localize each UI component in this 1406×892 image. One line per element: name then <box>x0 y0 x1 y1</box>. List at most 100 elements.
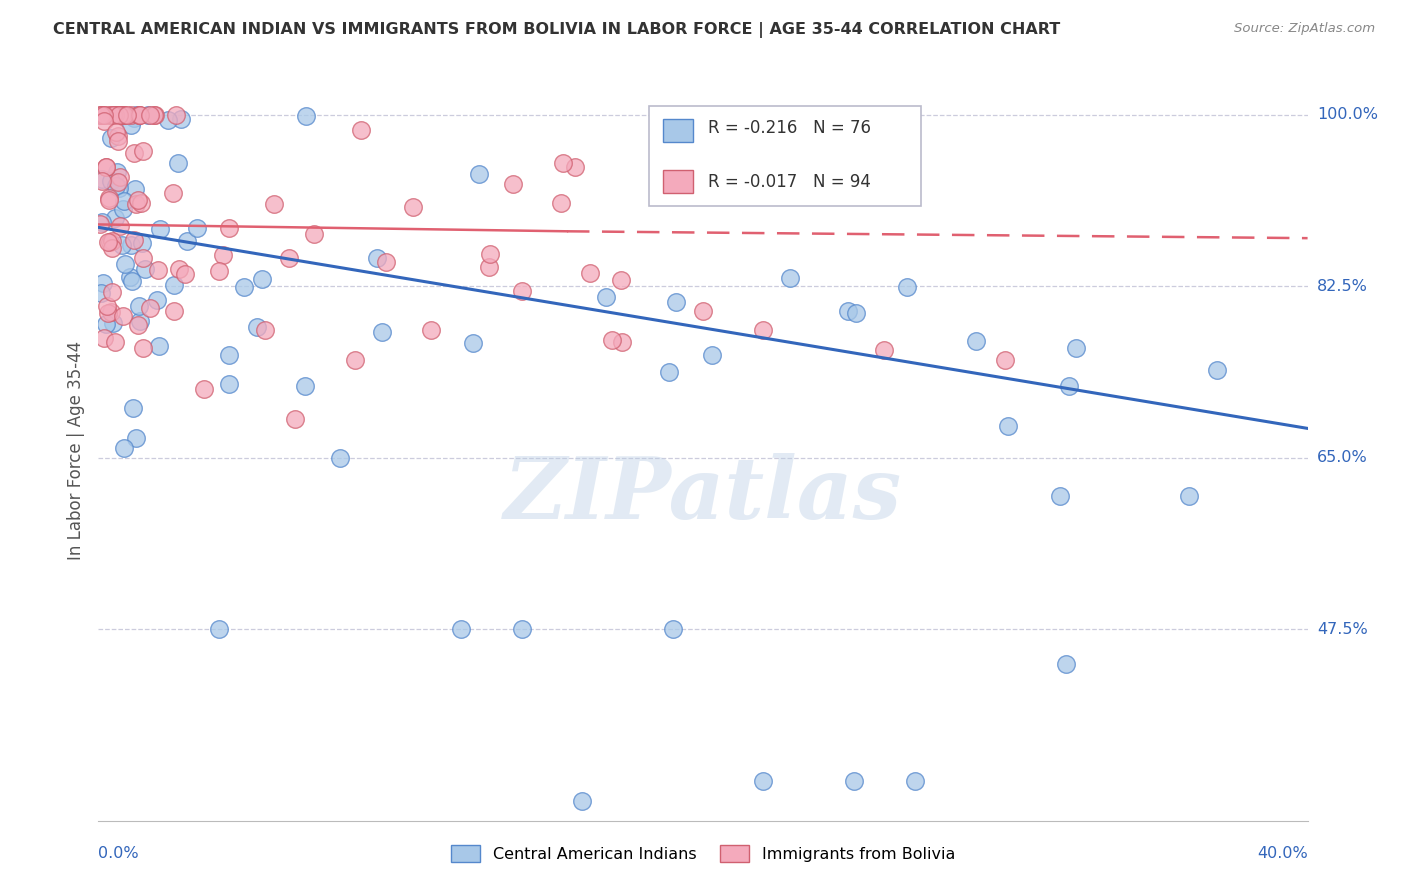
Point <box>208 623 231 637</box>
Point <box>120 107 142 121</box>
Point <box>107 134 129 148</box>
Point <box>101 234 124 248</box>
Point <box>845 306 868 320</box>
Point <box>138 301 160 316</box>
Bar <box>664 120 693 142</box>
Point <box>103 107 125 121</box>
Point <box>965 334 987 348</box>
Point <box>163 303 186 318</box>
Point <box>129 107 152 121</box>
Bar <box>664 170 693 193</box>
Text: 82.5%: 82.5% <box>1317 278 1368 293</box>
Point <box>90 107 112 121</box>
Point <box>97 235 120 250</box>
Text: 100.0%: 100.0% <box>1317 107 1378 122</box>
Point <box>692 303 714 318</box>
FancyBboxPatch shape <box>648 106 921 206</box>
Point <box>108 219 131 234</box>
Text: 65.0%: 65.0% <box>1317 450 1368 466</box>
Point <box>100 107 122 121</box>
Point <box>502 177 524 191</box>
Point <box>752 774 775 789</box>
Point <box>250 272 273 286</box>
Point <box>145 293 167 307</box>
Point <box>105 165 128 179</box>
Point <box>302 227 325 241</box>
Legend: Central American Indians, Immigrants from Bolivia: Central American Indians, Immigrants fro… <box>444 838 962 868</box>
Point <box>263 196 285 211</box>
Point <box>752 323 775 337</box>
Point <box>125 197 148 211</box>
Y-axis label: In Labor Force | Age 35-44: In Labor Force | Age 35-44 <box>66 341 84 560</box>
Point <box>121 274 143 288</box>
Point <box>110 107 132 121</box>
Point <box>91 172 114 186</box>
Point <box>91 173 114 187</box>
Text: ZIPatlas: ZIPatlas <box>503 453 903 537</box>
Point <box>350 123 373 137</box>
Text: Source: ZipAtlas.com: Source: ZipAtlas.com <box>1234 22 1375 36</box>
Point <box>208 264 231 278</box>
Point <box>1054 657 1077 671</box>
Point <box>104 107 127 121</box>
Point <box>127 318 149 332</box>
Point <box>128 107 150 121</box>
Text: 0.0%: 0.0% <box>98 846 139 861</box>
Point <box>91 276 114 290</box>
Point <box>138 107 160 121</box>
Point <box>100 285 122 300</box>
Point <box>837 304 859 318</box>
Point <box>997 418 1019 433</box>
Point <box>97 107 120 121</box>
Point <box>211 248 233 262</box>
Point <box>100 174 122 188</box>
Point <box>93 331 115 345</box>
Point <box>112 202 135 216</box>
Point <box>127 193 149 207</box>
Point <box>108 107 131 121</box>
Point <box>142 107 165 121</box>
Point <box>125 431 148 445</box>
Point <box>96 299 118 313</box>
Point <box>994 352 1017 367</box>
Point <box>370 326 392 340</box>
Point <box>329 450 352 465</box>
Point <box>167 262 190 277</box>
Point <box>114 257 136 271</box>
Point <box>112 310 135 324</box>
Point <box>564 160 586 174</box>
Point <box>128 299 150 313</box>
Point <box>104 334 127 349</box>
Point <box>284 411 307 425</box>
Point <box>186 221 208 235</box>
Point <box>553 156 575 170</box>
Point <box>1178 489 1201 503</box>
Point <box>101 316 124 330</box>
Point <box>105 107 128 121</box>
Point <box>896 280 918 294</box>
Point <box>602 333 624 347</box>
Point <box>873 343 896 357</box>
Point <box>571 794 593 808</box>
Point <box>121 401 143 415</box>
Point <box>277 251 299 265</box>
Point <box>132 144 155 158</box>
Point <box>176 234 198 248</box>
Point <box>1057 379 1080 393</box>
Point <box>665 294 688 309</box>
Point <box>246 319 269 334</box>
Point <box>1206 362 1229 376</box>
Point <box>374 254 396 268</box>
Point <box>111 107 134 121</box>
Point <box>128 107 150 121</box>
Point <box>89 217 111 231</box>
Point <box>253 323 276 337</box>
Point <box>120 238 142 252</box>
Point <box>107 128 129 143</box>
Point <box>94 160 117 174</box>
Point <box>366 251 388 265</box>
Point <box>90 285 112 300</box>
Point <box>344 352 367 367</box>
Point <box>661 623 683 637</box>
Point <box>97 191 120 205</box>
